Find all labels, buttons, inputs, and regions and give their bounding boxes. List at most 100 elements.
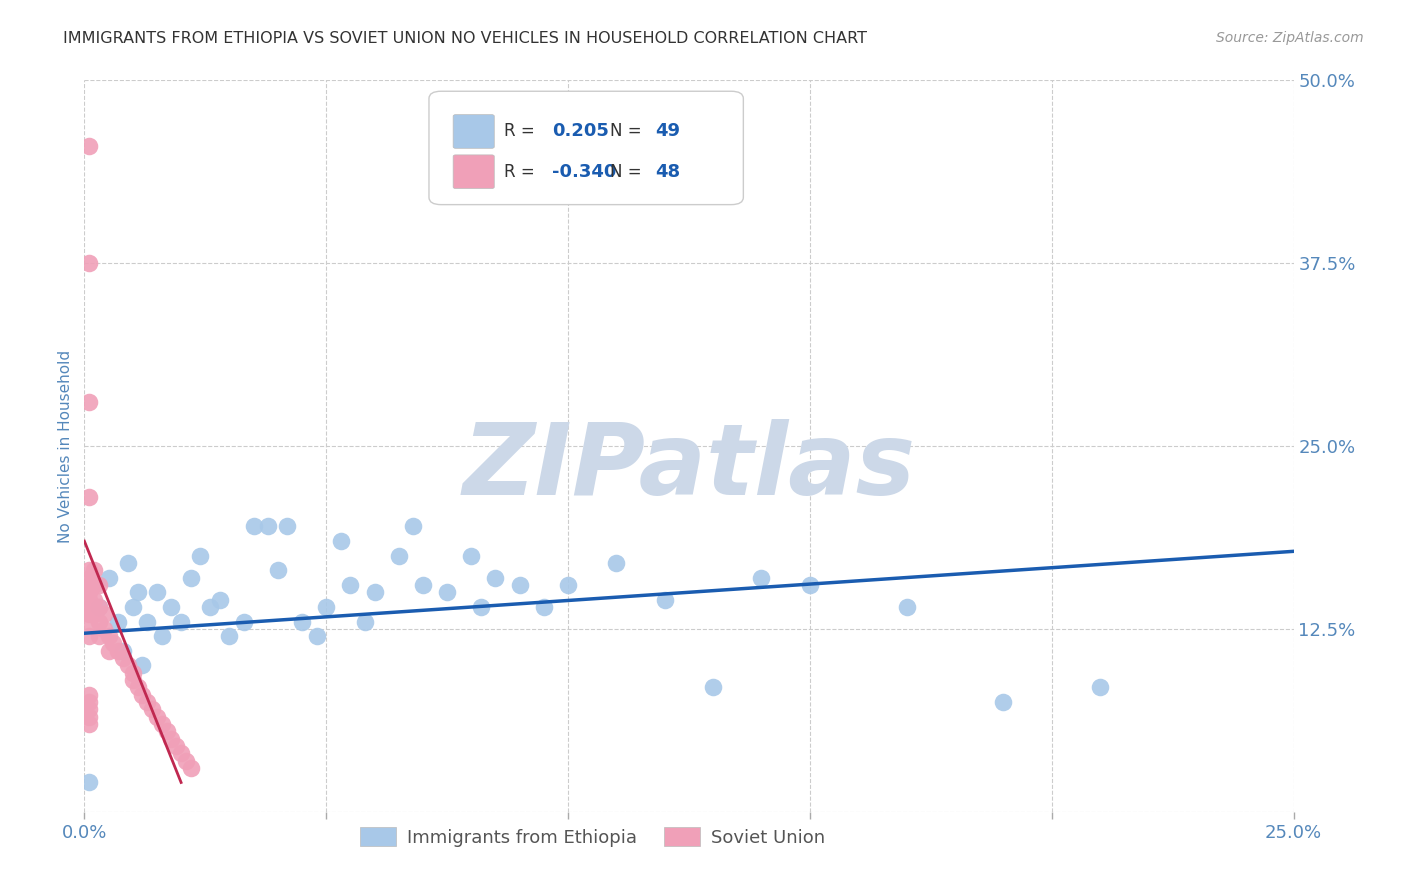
Point: [180, 761, 202, 775]
Point: [993, 695, 1015, 709]
Point: [97, 629, 120, 643]
Point: [112, 651, 135, 665]
Point: [117, 556, 139, 570]
Point: [190, 549, 212, 563]
Point: [267, 563, 290, 577]
Point: [242, 519, 264, 533]
Point: [257, 519, 280, 533]
Point: [460, 549, 482, 563]
Point: [77, 607, 100, 622]
Point: [87, 629, 110, 643]
Point: [146, 585, 169, 599]
Text: -0.340: -0.340: [553, 162, 617, 181]
Point: [165, 739, 187, 753]
Point: [77, 599, 100, 614]
Point: [218, 629, 240, 643]
Point: [136, 615, 159, 629]
Point: [83, 592, 105, 607]
Point: [141, 702, 163, 716]
Point: [276, 519, 298, 533]
Legend: Immigrants from Ethiopia, Soviet Union: Immigrants from Ethiopia, Soviet Union: [353, 820, 832, 854]
Point: [751, 571, 773, 585]
Point: [484, 571, 506, 585]
Point: [388, 549, 411, 563]
Point: [170, 615, 193, 629]
Point: [97, 644, 120, 658]
Point: [329, 534, 352, 549]
Text: N =: N =: [610, 162, 647, 181]
Point: [87, 615, 110, 629]
Point: [305, 629, 328, 643]
Point: [605, 556, 627, 570]
Point: [127, 681, 149, 695]
Point: [93, 622, 115, 636]
Point: [77, 695, 100, 709]
Point: [470, 599, 492, 614]
Point: [77, 256, 100, 270]
Point: [83, 578, 105, 592]
Point: [103, 636, 125, 650]
Point: [77, 578, 100, 592]
Text: R =: R =: [503, 162, 540, 181]
Point: [896, 599, 918, 614]
Point: [77, 585, 100, 599]
Point: [509, 578, 531, 592]
Point: [121, 665, 143, 680]
Y-axis label: No Vehicles in Household: No Vehicles in Household: [58, 350, 73, 542]
Point: [1088, 681, 1111, 695]
Point: [799, 578, 821, 592]
Point: [77, 490, 100, 504]
Text: IMMIGRANTS FROM ETHIOPIA VS SOVIET UNION NO VEHICLES IN HOUSEHOLD CORRELATION CH: IMMIGRANTS FROM ETHIOPIA VS SOVIET UNION…: [63, 31, 868, 46]
FancyBboxPatch shape: [453, 155, 495, 188]
Point: [77, 563, 100, 577]
Point: [77, 717, 100, 731]
Point: [339, 578, 361, 592]
Point: [107, 644, 129, 658]
Text: 0.205: 0.205: [553, 122, 609, 140]
Point: [402, 519, 425, 533]
Point: [107, 615, 129, 629]
Text: N =: N =: [610, 122, 647, 140]
Point: [160, 731, 183, 746]
Point: [77, 615, 100, 629]
Point: [77, 592, 100, 607]
Point: [117, 658, 139, 673]
Point: [180, 571, 202, 585]
Point: [150, 629, 173, 643]
Point: [83, 607, 105, 622]
Point: [654, 592, 676, 607]
Point: [112, 644, 135, 658]
Point: [155, 724, 177, 739]
Point: [77, 629, 100, 643]
Point: [315, 599, 337, 614]
Text: 49: 49: [655, 122, 681, 140]
Text: R =: R =: [503, 122, 540, 140]
Point: [363, 585, 385, 599]
Point: [121, 599, 143, 614]
Point: [233, 615, 256, 629]
Point: [131, 658, 153, 673]
Point: [170, 746, 193, 760]
Point: [533, 599, 555, 614]
Point: [150, 717, 173, 731]
Point: [557, 578, 579, 592]
Point: [702, 681, 724, 695]
Point: [146, 709, 169, 723]
Point: [208, 592, 231, 607]
Point: [87, 599, 110, 614]
Point: [87, 578, 110, 592]
Point: [198, 599, 221, 614]
Text: ZIPatlas: ZIPatlas: [463, 419, 915, 516]
Point: [77, 709, 100, 723]
Point: [77, 139, 100, 153]
Text: 48: 48: [655, 162, 681, 181]
Point: [83, 563, 105, 577]
FancyBboxPatch shape: [453, 115, 495, 148]
Point: [127, 585, 149, 599]
Point: [93, 607, 115, 622]
Point: [87, 599, 110, 614]
Point: [354, 615, 377, 629]
Point: [136, 695, 159, 709]
Point: [77, 702, 100, 716]
Point: [77, 571, 100, 585]
